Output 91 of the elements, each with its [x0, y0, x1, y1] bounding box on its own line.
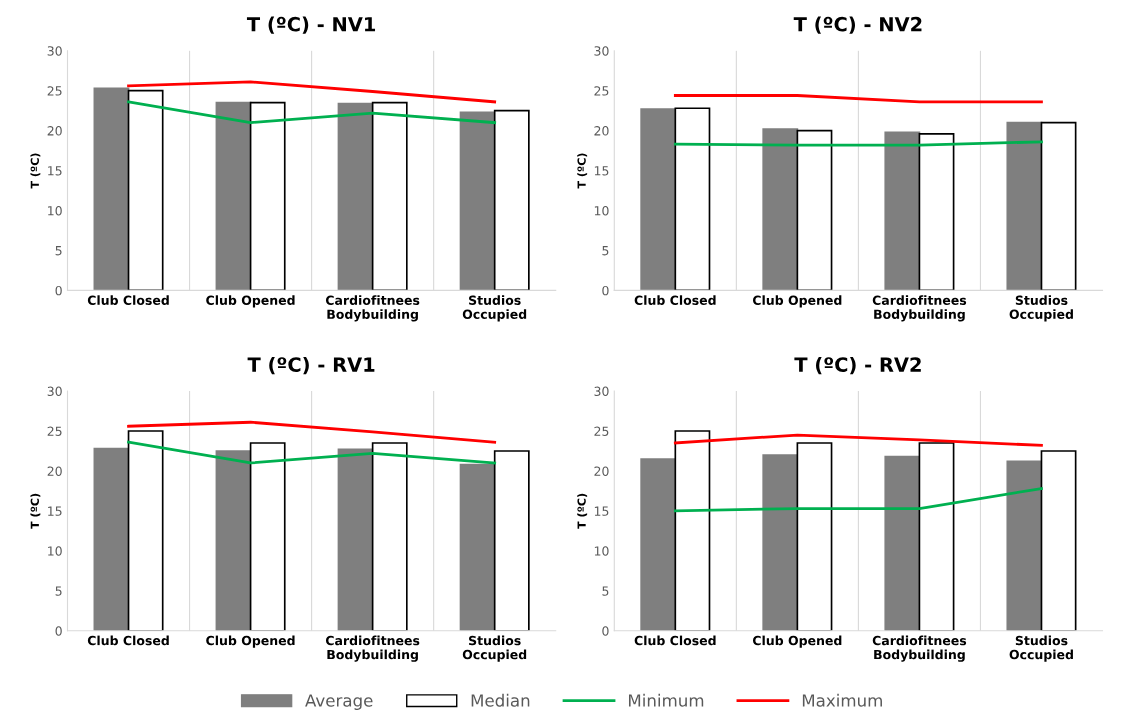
bar: [762, 454, 799, 631]
x-tick-label: Studios Occupied: [462, 295, 527, 322]
x-tick-label: Studios Occupied: [462, 635, 527, 662]
y-tick-label: 10: [48, 546, 62, 556]
x-tick-label: Studios Occupied: [1009, 295, 1073, 322]
y-axis-title: T (ºC): [30, 493, 41, 529]
bar: [337, 102, 374, 291]
y-tick-label: 20: [47, 126, 62, 136]
y-tick-label: 15: [48, 166, 62, 176]
bar: [640, 108, 677, 291]
x-tick-label: Club Closed: [634, 295, 716, 305]
y-tick-label: 0: [602, 285, 609, 296]
legend-label: Minimum: [628, 693, 704, 707]
x-tick-label: Cardiofitnees Bodybuilding: [325, 635, 420, 662]
y-tick-label: 0: [55, 285, 62, 296]
y-tick-label: 30: [594, 46, 609, 56]
y-tick-label: 20: [594, 466, 609, 476]
bar: [1040, 121, 1077, 291]
y-tick-label: 20: [594, 126, 609, 136]
y-tick-label: 5: [55, 246, 62, 256]
chart-title: T (ºC) - NV2: [793, 16, 922, 34]
chart-title: T (ºC) - NV1: [246, 16, 376, 34]
bar: [371, 442, 408, 631]
bar: [640, 458, 677, 631]
y-tick-label: 10: [594, 546, 609, 556]
bar: [127, 89, 164, 291]
bar: [674, 107, 711, 291]
x-tick-label: Club Opened: [752, 635, 842, 648]
bar: [459, 463, 496, 631]
bar: [371, 101, 408, 291]
x-tick-label: Cardiofitnees Bodybuilding: [872, 635, 967, 662]
legend-label: Maximum: [802, 693, 882, 707]
legend-label: Median: [471, 693, 530, 707]
y-tick-label: 5: [55, 586, 62, 596]
legend-label: Average: [305, 694, 373, 710]
bar: [674, 430, 711, 631]
y-axis-title: T (ºC): [30, 153, 41, 189]
line-series: [127, 80, 497, 104]
chart-title: T (ºC) - RV1: [247, 356, 375, 375]
x-tick-label: Club Closed: [87, 635, 169, 646]
bar: [884, 131, 921, 291]
bar: [918, 133, 955, 291]
x-tick-label: Club Closed: [634, 635, 716, 646]
bar: [127, 430, 164, 631]
x-tick-label: Club Opened: [752, 295, 842, 308]
y-tick-label: 5: [602, 246, 609, 256]
y-axis-title: T (ºC): [577, 493, 588, 529]
bar: [796, 129, 833, 291]
x-tick-label: Studios Occupied: [1009, 635, 1073, 662]
bar: [1040, 450, 1077, 631]
y-tick-label: 30: [47, 46, 62, 56]
bar: [215, 450, 252, 631]
x-tick-label: Club Closed: [87, 295, 169, 305]
bar: [1006, 121, 1043, 291]
bar: [93, 447, 130, 631]
bar: [493, 109, 530, 291]
bar: [337, 448, 374, 631]
y-tick-label: 30: [47, 386, 62, 397]
x-tick-label: Cardiofitnees Bodybuilding: [325, 295, 420, 322]
bar: [762, 128, 799, 291]
bar: [796, 442, 833, 631]
line-series: [673, 433, 1043, 447]
x-tick-label: Cardiofitnees Bodybuilding: [872, 295, 967, 322]
x-tick-label: Club Opened: [206, 295, 295, 308]
bar: [215, 101, 252, 291]
y-axis-title: T (ºC): [577, 153, 588, 189]
y-tick-label: 20: [47, 466, 62, 476]
y-tick-label: 25: [594, 426, 609, 436]
y-tick-label: 10: [48, 206, 62, 216]
y-tick-label: 25: [47, 426, 62, 436]
line-series: [127, 420, 497, 444]
chart-title: T (ºC) - RV2: [794, 356, 921, 375]
y-tick-label: 30: [594, 386, 609, 397]
x-tick-label: Club Opened: [206, 635, 295, 648]
y-tick-label: 10: [594, 206, 609, 216]
y-tick-label: 0: [602, 626, 609, 636]
bar: [249, 101, 286, 291]
y-tick-label: 25: [47, 86, 62, 96]
y-tick-label: 25: [594, 86, 609, 96]
bar: [93, 87, 130, 291]
bar: [918, 442, 955, 631]
y-tick-label: 15: [48, 506, 62, 516]
y-tick-label: 0: [55, 626, 62, 636]
bar: [459, 111, 496, 291]
bar: [884, 455, 921, 631]
y-tick-label: 15: [594, 506, 609, 516]
bar: [1006, 460, 1043, 631]
y-tick-label: 15: [594, 166, 609, 176]
y-tick-label: 5: [602, 586, 609, 596]
bar: [249, 442, 286, 631]
bar: [493, 450, 530, 631]
